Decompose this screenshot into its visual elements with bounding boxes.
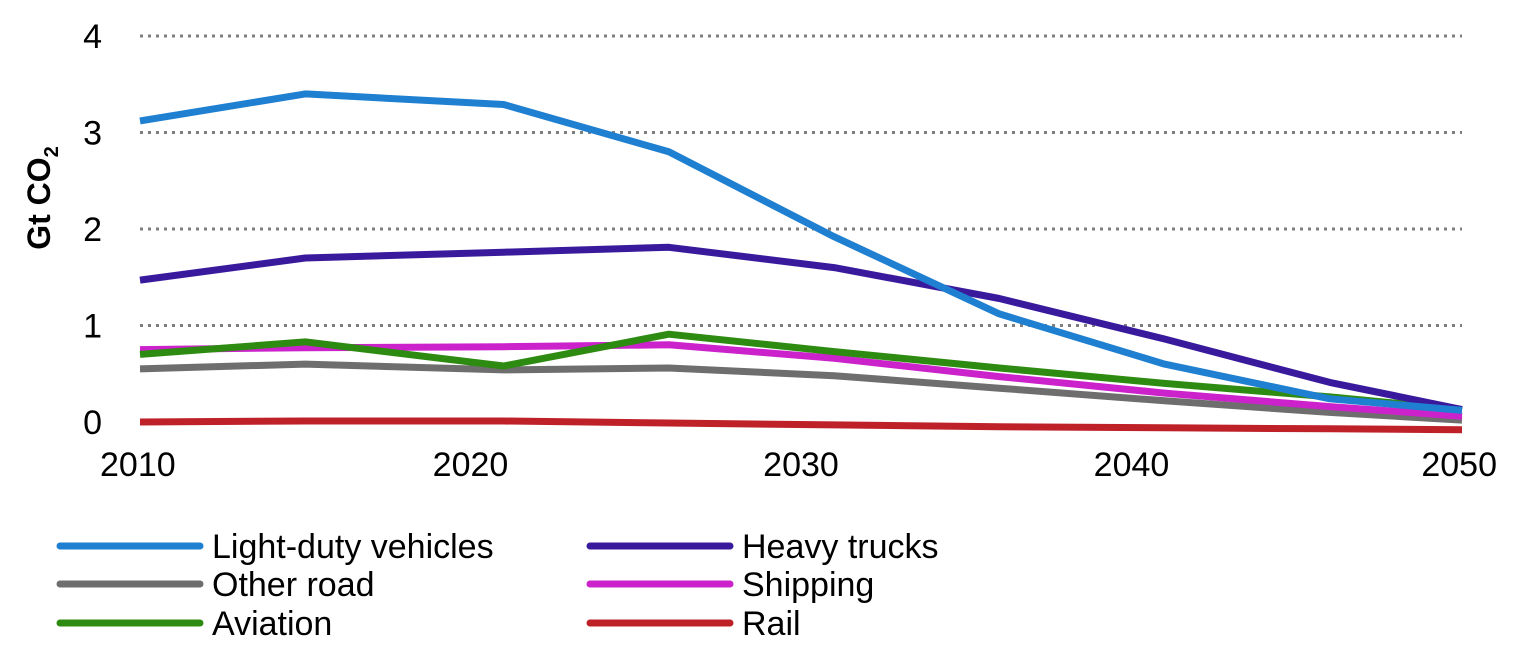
series-line-rail xyxy=(139,417,1463,434)
y-tick-label-4: 4 xyxy=(83,18,102,56)
y-tick-label-0: 0 xyxy=(83,404,102,442)
series-line-aviation xyxy=(139,330,1463,413)
gridlines xyxy=(140,34,1462,327)
axis-tick-labels: 0 1 2 3 4 2010 2020 2030 2040 2050 xyxy=(83,18,1497,484)
y-tick-label-2: 2 xyxy=(83,211,102,249)
legend-label-heavy-trucks: Heavy trucks xyxy=(742,528,939,566)
legend-label-shipping: Shipping xyxy=(742,566,874,604)
x-tick-label-2010: 2010 xyxy=(100,446,176,484)
series-line-heavy-trucks xyxy=(139,243,1463,413)
legend: Light-duty vehicles Heavy trucks Other roa… xyxy=(56,528,939,643)
series-lines xyxy=(139,90,1463,434)
x-tick-label-2050: 2050 xyxy=(1421,446,1497,484)
y-tick-label-1: 1 xyxy=(83,308,102,346)
x-tick-label-2040: 2040 xyxy=(1094,446,1170,484)
legend-label-other-road: Other road xyxy=(212,566,375,604)
legend-label-light-duty-vehicles: Light-duty vehicles xyxy=(212,528,494,566)
y-tick-label-3: 3 xyxy=(83,115,102,153)
y-axis-label: Gt CO2 xyxy=(21,146,63,250)
series-line-light-duty-vehicles xyxy=(139,90,1463,414)
series-line-other-road xyxy=(139,360,1463,424)
x-tick-label-2020: 2020 xyxy=(433,446,509,484)
legend-label-rail: Rail xyxy=(742,605,801,643)
legend-label-aviation: Aviation xyxy=(212,605,332,643)
x-tick-label-2030: 2030 xyxy=(763,446,839,484)
